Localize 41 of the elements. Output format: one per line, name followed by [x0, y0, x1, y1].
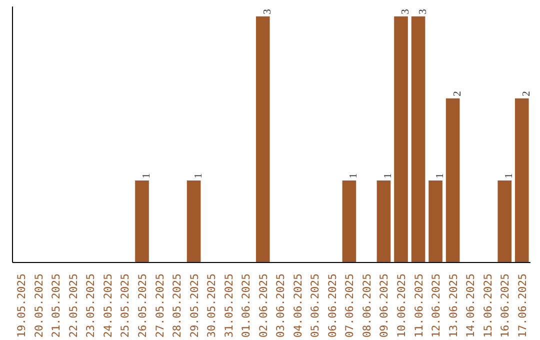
x-tick-label: 29.05.2025 [188, 274, 201, 338]
data-label: 3 [400, 9, 412, 14]
data-label: 1 [435, 173, 446, 178]
data-label: 1 [142, 173, 152, 178]
x-tick-label: 08.06.2025 [360, 274, 374, 338]
x-tick-label: 19.05.2025 [15, 274, 28, 338]
x-tick-label: 15.06.2025 [481, 274, 494, 338]
x-tick-label: 30.05.2025 [205, 274, 218, 338]
x-tick-label: 06.06.2025 [326, 274, 339, 338]
x-tick-label: 09.06.2025 [378, 274, 391, 338]
data-label: 1 [193, 173, 204, 178]
x-tick-label: 03.06.2025 [274, 274, 288, 338]
x-tick-label: 22.05.2025 [66, 274, 80, 338]
x-tick-label: 07.06.2025 [343, 274, 356, 338]
data-label: 2 [521, 91, 532, 96]
x-tick-label: 27.05.2025 [153, 274, 166, 338]
data-label: 1 [383, 173, 394, 178]
x-tick-label: 16.06.2025 [498, 274, 512, 338]
data-label: 2 [452, 91, 464, 96]
data-label: 1 [504, 173, 516, 178]
x-tick-label: 28.05.2025 [170, 274, 184, 338]
x-tick-label: 12.06.2025 [430, 274, 443, 338]
x-tick-label: 23.05.2025 [84, 274, 98, 338]
x-tick-label: 20.05.2025 [32, 274, 46, 338]
x-tick-label: 10.06.2025 [395, 274, 408, 338]
x-tick-label: 26.05.2025 [136, 274, 149, 338]
data-label: 3 [418, 9, 429, 14]
x-tick-label: 02.06.2025 [256, 274, 270, 338]
x-tick-label: 21.05.2025 [50, 274, 63, 338]
x-tick-label: 04.06.2025 [291, 274, 304, 338]
data-label: 1 [348, 173, 360, 178]
data-label: 3 [262, 9, 274, 14]
x-tick-label: 05.06.2025 [308, 274, 322, 338]
x-tick-label: 13.06.2025 [446, 274, 460, 338]
x-tick-label: 31.05.2025 [222, 274, 236, 338]
x-tick-label: 11.06.2025 [412, 274, 426, 338]
x-tick-label: 17.06.2025 [516, 274, 529, 338]
x-tick-label: 14.06.2025 [464, 274, 478, 338]
x-tick-label: 25.05.2025 [118, 274, 132, 338]
x-tick-label: 24.05.2025 [101, 274, 114, 338]
x-tick-label: 01.06.2025 [240, 274, 253, 338]
